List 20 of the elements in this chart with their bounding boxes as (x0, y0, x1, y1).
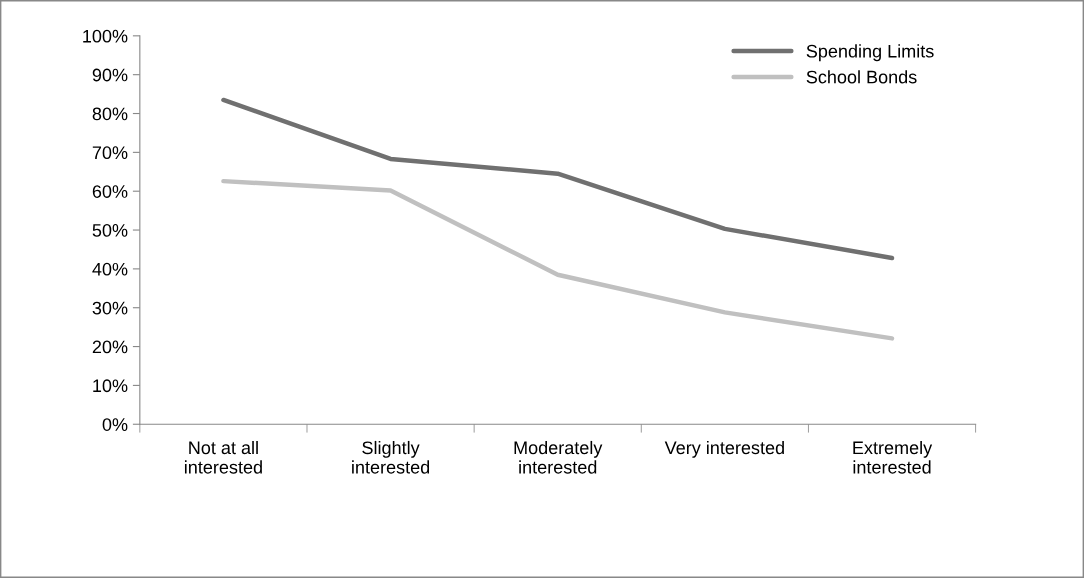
y-tick-label: 60% (92, 185, 128, 198)
x-tick-label: Slightly interested (352, 440, 430, 474)
y-tick-label: 20% (92, 340, 128, 354)
line-series (221, 97, 895, 261)
x-tick-label: Moderately interested (514, 440, 603, 474)
x-tick-label: Extremely interested (853, 440, 933, 474)
x-tick-label: Not at all interested (184, 440, 262, 474)
y-tick-label: 100% (83, 29, 128, 43)
y-tick-label: 80% (92, 107, 128, 121)
legend-label: Spending Limits (806, 44, 934, 62)
legend-label: School Bonds (806, 70, 917, 84)
y-tick-label: 0% (102, 418, 128, 431)
y-tick-label: 10% (93, 379, 128, 393)
line-series (221, 178, 895, 341)
y-tick-label: 40% (92, 262, 128, 276)
y-tick-label: 50% (92, 223, 128, 237)
y-tick-label: 30% (92, 301, 128, 315)
y-tick-label: 90% (92, 68, 128, 82)
x-tick-label: Very interested (664, 440, 784, 458)
y-tick-label: 70% (92, 146, 128, 160)
